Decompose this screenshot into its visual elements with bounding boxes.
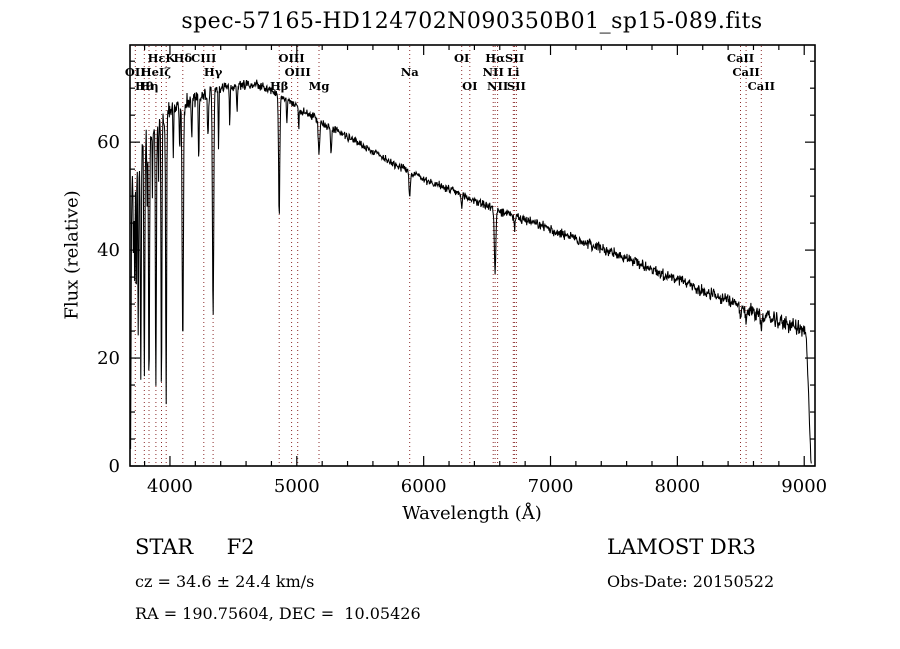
- spectral-line-label: NII: [483, 65, 504, 79]
- x-tick-label: 9000: [781, 476, 827, 497]
- plot-title: spec-57165-HD124702N090350B01_sp15-089.f…: [181, 9, 763, 34]
- spectral-line-label: CaII: [748, 79, 775, 93]
- obs-date-value: Obs-Date: 20150522: [607, 572, 775, 591]
- spectral-line-label: CIII: [191, 51, 216, 65]
- spectral-line-label: Li: [507, 65, 520, 79]
- spectral-line-label: OIII: [279, 51, 305, 65]
- spectral-line-label: SII: [507, 79, 526, 93]
- spectral-line-label: Mg: [309, 79, 330, 93]
- survey-label: LAMOST DR3: [607, 535, 756, 559]
- spectral-line-label: OI: [462, 79, 477, 93]
- spectral-line-label: HeIζ: [141, 65, 172, 79]
- spectral-line-label: Hβ: [270, 79, 289, 93]
- spectral-line-label: CaII: [727, 51, 754, 65]
- spectral-line-label: Hθ: [135, 79, 154, 93]
- y-tick-label: 60: [97, 132, 120, 153]
- x-tick-label: 6000: [401, 476, 447, 497]
- spectral-line-label: CaII: [732, 65, 759, 79]
- y-tick-label: 40: [97, 240, 120, 261]
- plot-frame: [129, 44, 816, 467]
- spectral-line-label: SII: [505, 51, 524, 65]
- spectral-line-label: Na: [401, 65, 420, 79]
- spectral-line-label: Hδ: [174, 51, 193, 65]
- cz-value: cz = 34.6 ± 24.4 km/s: [135, 572, 315, 591]
- spectral-line-label: Hη: [139, 79, 158, 93]
- x-tick-label: 5000: [274, 476, 320, 497]
- spectral-line-label: OI: [454, 51, 469, 65]
- y-tick-label: 0: [109, 456, 120, 477]
- x-tick-label: 8000: [654, 476, 700, 497]
- x-tick-label: 4000: [147, 476, 193, 497]
- ra-dec-value: RA = 190.75604, DEC = 10.05426: [135, 604, 421, 623]
- spectral-line-label: NII: [487, 79, 508, 93]
- spectral-line-label: HεK: [148, 51, 177, 65]
- x-tick-label: 7000: [528, 476, 574, 497]
- object-class-label: STAR F2: [135, 535, 255, 559]
- y-tick-label: 20: [97, 348, 120, 369]
- spectral-line-label: Hα: [485, 51, 505, 65]
- spectral-line-label: OII: [125, 65, 146, 79]
- spectral-line-label: OIII: [285, 65, 311, 79]
- x-axis-label: Wavelength (Å): [402, 503, 542, 524]
- spectrum-path: [130, 79, 812, 464]
- spectral-line-label: Hγ: [204, 65, 223, 79]
- y-axis-label: Flux (relative): [61, 190, 83, 320]
